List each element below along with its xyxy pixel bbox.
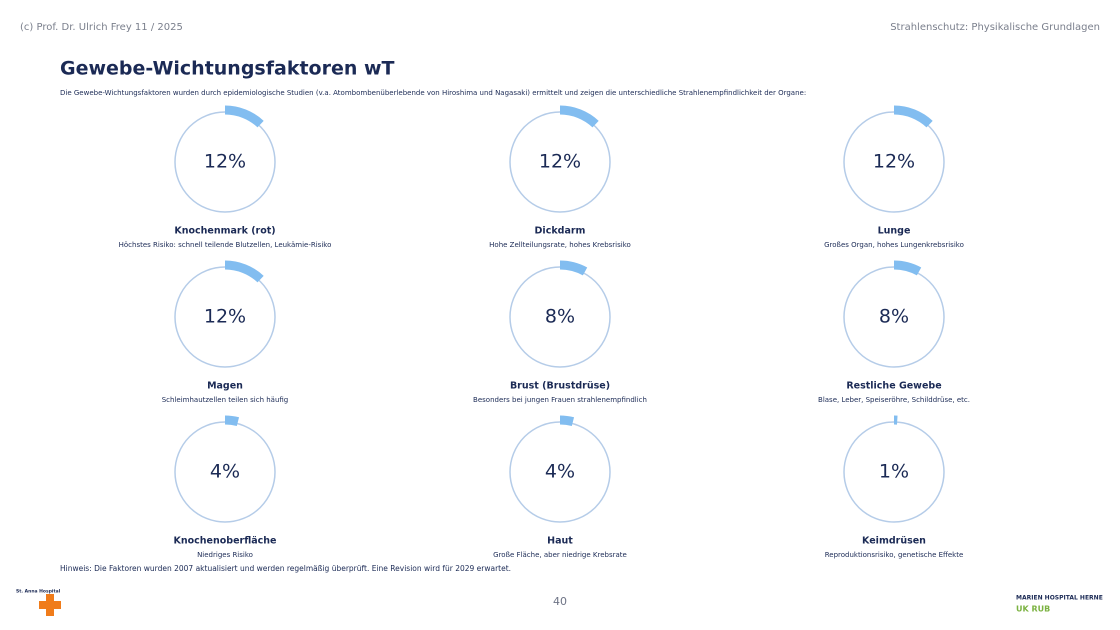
gauge-arc [893,260,922,276]
organ-label: Dickdarm [535,226,586,237]
organ-description: Blase, Leber, Speiseröhre, Schilddrüse, … [818,396,970,404]
organ-label: Keimdrüsen [862,536,926,547]
subtitle: Die Gewebe-Wichtungsfaktoren wurden durc… [60,89,806,97]
gauge-value: 1% [879,461,909,483]
gauge-value: 12% [873,151,915,173]
header-right: Strahlenschutz: Physikalische Grundlagen [890,22,1100,33]
organ-label: Knochenoberfläche [174,536,277,547]
gauge-value: 12% [204,151,246,173]
organ-description: Hohe Zellteilungsrate, hohes Krebsrisiko [489,241,631,249]
gauge-arc [224,260,264,283]
gauge-value: 8% [545,306,575,328]
gauge-value: 4% [210,461,240,483]
gauge-value: 12% [539,151,581,173]
gauge-value: 8% [879,306,909,328]
title: Gewebe-Wichtungsfaktoren wT [60,58,395,80]
organ-description: Großes Organ, hohes Lungenkrebsrisiko [824,241,964,249]
gauge-arc [559,105,599,128]
gauge-arc [559,415,575,427]
organ-description: Reproduktionsrisiko, genetische Effekte [825,551,964,559]
organ-label: Brust (Brustdrüse) [510,381,610,392]
gauge-arc [224,105,264,128]
logo-left: St. Anna Hospital [16,589,61,595]
gauge-arc [893,105,933,128]
organ-description: Niedriges Risiko [197,551,253,559]
note: Hinweis: Die Faktoren wurden 2007 aktual… [60,564,511,573]
gauge-value: 12% [204,306,246,328]
header-left: (c) Prof. Dr. Ulrich Frey 11 / 2025 [20,22,183,33]
organ-description: Schleimhautzellen teilen sich häufig [162,396,289,404]
page-number: 40 [553,595,567,608]
logo-right-bottom: UK RUB [1016,605,1050,614]
organ-description: Besonders bei jungen Frauen strahlenempf… [473,396,647,404]
gauge-arc [559,260,588,276]
organ-label: Magen [207,381,243,392]
logo-cross [39,594,61,616]
organ-label: Knochenmark (rot) [174,226,275,237]
gauge-arc [224,415,240,427]
organ-label: Restliche Gewebe [846,381,941,392]
organ-description: Höchstes Risiko: schnell teilende Blutze… [119,241,332,249]
gauge-value: 4% [545,461,575,483]
organ-label: Lunge [878,226,911,237]
organ-label: Haut [547,536,573,547]
logo-right-top: MARIEN HOSPITAL HERNE [1016,595,1103,602]
organ-description: Große Fläche, aber niedrige Krebsrate [493,551,627,559]
